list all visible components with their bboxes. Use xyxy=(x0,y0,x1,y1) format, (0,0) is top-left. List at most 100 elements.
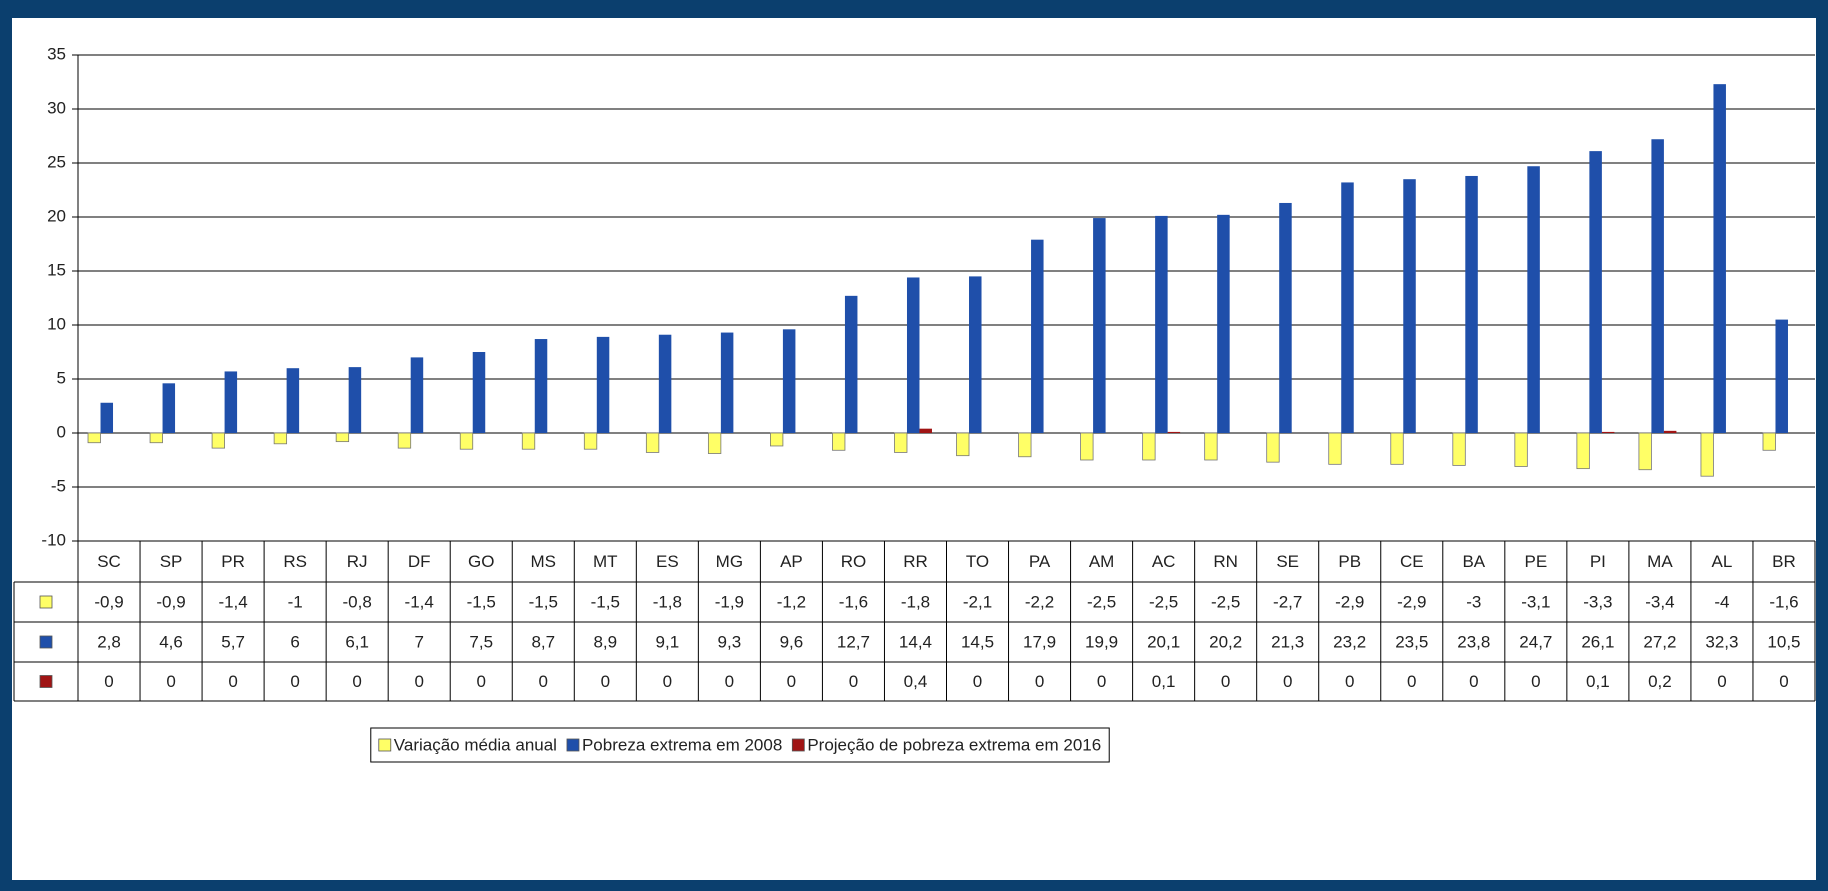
bar xyxy=(1266,432,1280,463)
table-cell: 0 xyxy=(414,672,423,691)
table-cell: 0 xyxy=(1221,672,1230,691)
table-cell: 0 xyxy=(1779,672,1788,691)
bar xyxy=(397,432,412,449)
bar xyxy=(1452,432,1466,466)
y-tick-label: 5 xyxy=(57,368,66,387)
table-cell: -1,5 xyxy=(467,592,496,611)
bar xyxy=(906,277,920,433)
bar xyxy=(832,432,846,451)
bar xyxy=(1465,175,1478,433)
x-tick-label: ES xyxy=(656,552,679,571)
bar xyxy=(1589,151,1602,433)
y-tick-label: 10 xyxy=(47,314,66,333)
table-cell: 10,5 xyxy=(1767,632,1800,651)
x-tick-label: SC xyxy=(97,552,121,571)
bar xyxy=(1775,319,1788,433)
y-tick-label: 20 xyxy=(47,206,66,225)
table-cell: 0 xyxy=(849,672,858,691)
table-cell: 0 xyxy=(539,672,548,691)
table-cell: 0,2 xyxy=(1648,672,1672,691)
table-cell: 0,1 xyxy=(1586,672,1610,691)
bar xyxy=(348,367,362,433)
table-cell: 26,1 xyxy=(1581,632,1614,651)
x-tick-label: MG xyxy=(716,552,743,571)
x-tick-label: MS xyxy=(531,552,557,571)
table-cell: -2,5 xyxy=(1211,592,1240,611)
bar xyxy=(87,432,101,444)
table-cell: 0 xyxy=(476,672,485,691)
table-legend-key xyxy=(39,635,53,649)
legend-label: Projeção de pobreza extrema em 2016 xyxy=(807,735,1101,754)
x-tick-label: RO xyxy=(841,552,867,571)
bar xyxy=(472,352,486,433)
x-tick-label: SE xyxy=(1276,552,1299,571)
bar xyxy=(1638,432,1652,471)
bar xyxy=(1527,166,1540,434)
bar xyxy=(1018,432,1032,458)
bar xyxy=(707,432,722,454)
table-legend-key xyxy=(39,595,53,609)
table-cell: 0 xyxy=(787,672,796,691)
table-cell: 0 xyxy=(1035,672,1044,691)
table-cell: 4,6 xyxy=(159,632,183,651)
bar xyxy=(1167,431,1181,433)
table-cell: -2,7 xyxy=(1273,592,1302,611)
bar xyxy=(149,432,163,444)
bar xyxy=(1080,432,1094,461)
bar xyxy=(1514,432,1528,467)
bar xyxy=(770,432,784,447)
table-cell: 32,3 xyxy=(1705,632,1738,651)
bar xyxy=(335,432,350,443)
table-cell: -3,3 xyxy=(1583,592,1612,611)
bar xyxy=(100,402,114,433)
table-cell: 0 xyxy=(973,672,982,691)
x-tick-label: RN xyxy=(1213,552,1238,571)
x-tick-label: MT xyxy=(593,552,618,571)
bar xyxy=(1279,202,1292,433)
table-cell: -2,9 xyxy=(1397,592,1426,611)
table-cell: 12,7 xyxy=(837,632,870,651)
bar xyxy=(286,368,300,433)
bar xyxy=(1762,432,1776,451)
table-cell: 20,2 xyxy=(1209,632,1242,651)
table-cell: 7,5 xyxy=(469,632,493,651)
x-tick-label: AC xyxy=(1152,552,1176,571)
table-cell: 9,6 xyxy=(780,632,804,651)
table-cell: 9,1 xyxy=(656,632,680,651)
x-tick-label: PE xyxy=(1524,552,1547,571)
table-cell: 0 xyxy=(1345,672,1354,691)
table-cell: 6 xyxy=(290,632,299,651)
bar xyxy=(583,432,598,450)
bar xyxy=(894,432,908,453)
x-tick-label: BA xyxy=(1462,552,1485,571)
x-tick-label: PB xyxy=(1338,552,1361,571)
legend-key xyxy=(378,738,392,752)
table-cell: 0 xyxy=(352,672,361,691)
table-cell: 5,7 xyxy=(221,632,245,651)
table-cell: -1 xyxy=(288,592,303,611)
table-cell: 0 xyxy=(1717,672,1726,691)
bar xyxy=(1341,182,1354,433)
table-cell: -0,9 xyxy=(156,592,185,611)
table-cell: 0 xyxy=(663,672,672,691)
bar xyxy=(273,432,288,445)
table-cell: 0 xyxy=(1531,672,1540,691)
y-tick-label: 0 xyxy=(57,422,66,441)
table-cell: 8,9 xyxy=(593,632,617,651)
table-cell: 0 xyxy=(228,672,237,691)
x-tick-label: PI xyxy=(1590,552,1606,571)
table-cell: 14,4 xyxy=(899,632,932,651)
table-cell: -1,4 xyxy=(405,592,434,611)
table-cell: 21,3 xyxy=(1271,632,1304,651)
x-tick-label: RR xyxy=(903,552,928,571)
bar xyxy=(1093,218,1106,433)
bar xyxy=(1155,215,1168,433)
table-cell: -0,8 xyxy=(343,592,372,611)
bar xyxy=(658,334,672,433)
bar xyxy=(534,339,548,433)
table-cell: 19,9 xyxy=(1085,632,1118,651)
table-cell: 2,8 xyxy=(97,632,121,651)
bar xyxy=(1031,239,1044,433)
bar xyxy=(410,357,424,433)
y-tick-label: -10 xyxy=(41,530,66,549)
